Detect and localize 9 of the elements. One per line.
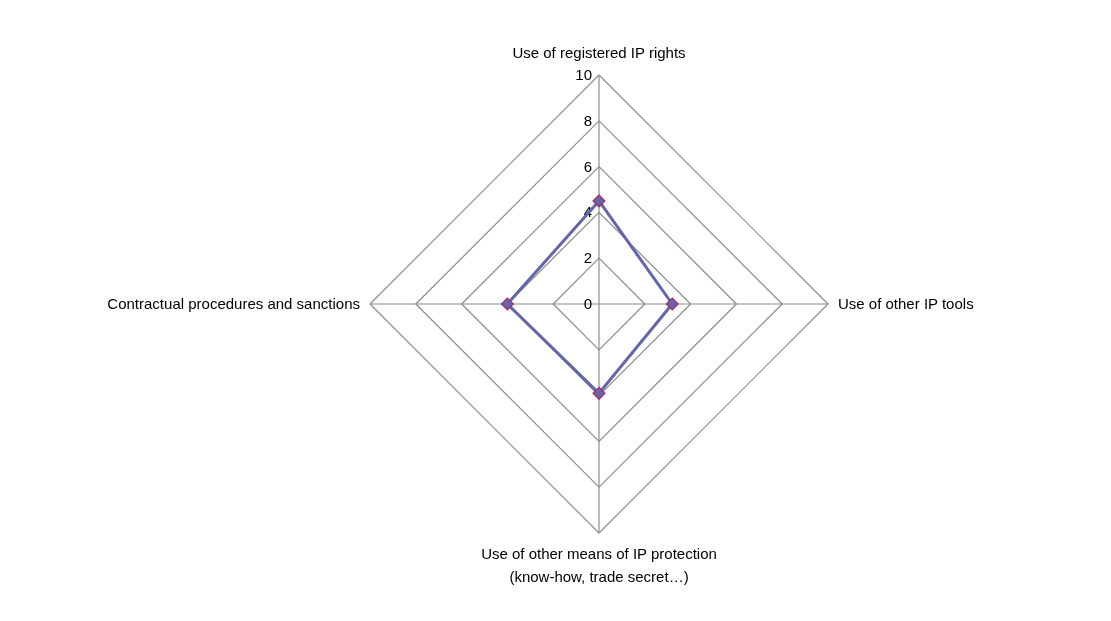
spoke-label: Use of registered IP rights [512, 44, 686, 61]
spoke-label: Use of other IP tools [838, 295, 974, 312]
y-tick-label: 10 [575, 66, 592, 83]
y-tick-label: 8 [583, 111, 592, 129]
spoke-label: Contractual procedures and sanctions [107, 295, 360, 312]
spoke-label: Use of other means of IP protection (know-how, trade secret…) [481, 545, 717, 585]
y-tick-label: 0 [583, 295, 592, 312]
y-tick-label: 2 [583, 249, 592, 267]
y-tick-label: 6 [583, 157, 592, 175]
